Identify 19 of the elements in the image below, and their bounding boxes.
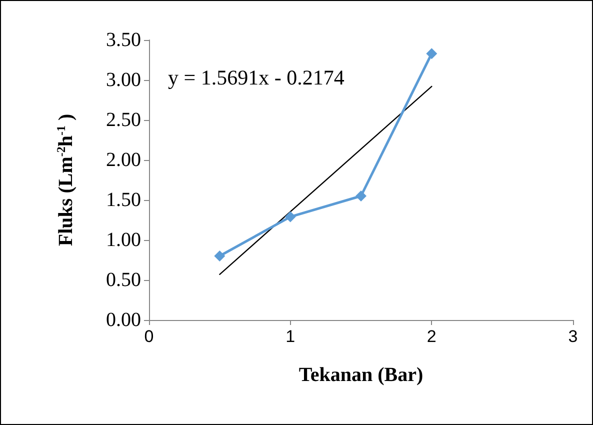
point xyxy=(356,190,366,202)
y-tick-label: 2.50 xyxy=(106,109,141,131)
x-tick-label: 3 xyxy=(568,327,578,346)
y-tick-label: 1.50 xyxy=(106,189,141,211)
x-tick-label: 0 xyxy=(144,327,154,346)
y-tick-label: 3.50 xyxy=(106,29,141,51)
y-tick-label: 0.50 xyxy=(106,269,141,291)
y-tick-label: 1.00 xyxy=(106,229,141,251)
annotation: y = 1.5691x - 0.2174 xyxy=(168,66,345,90)
point xyxy=(284,211,296,222)
x-axis-title: Tekanan (Bar) xyxy=(298,364,424,386)
x-tick-label: 1 xyxy=(286,327,296,346)
point xyxy=(426,48,438,60)
y-tick-label: 2.00 xyxy=(106,149,141,171)
x-tick-label: 2 xyxy=(426,327,436,346)
y-axis-title: Fluks (Lm-2h-1 ) xyxy=(54,114,77,246)
point xyxy=(214,250,226,262)
y-tick-label: 0.00 xyxy=(106,309,141,331)
y-tick-label: 3.00 xyxy=(106,69,141,91)
